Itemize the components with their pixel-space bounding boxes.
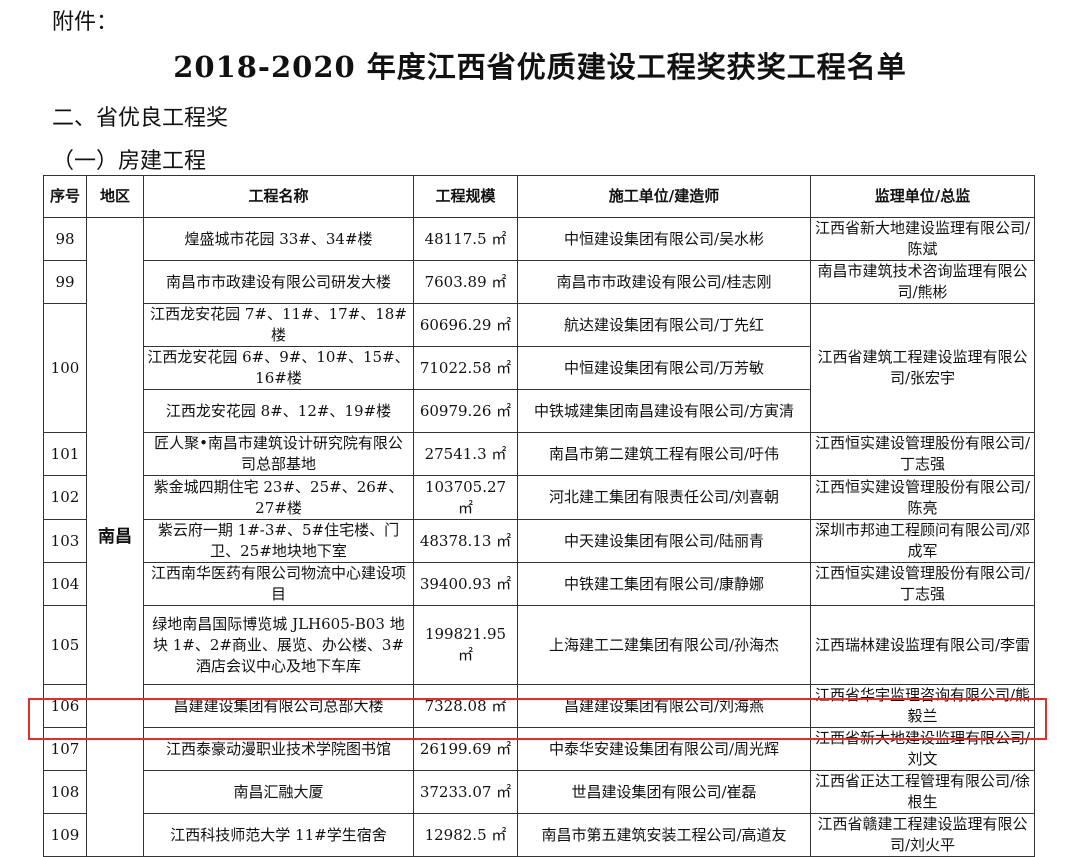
project-name: 江西龙安花园 8#、12#、19#楼 xyxy=(143,389,414,433)
section-heading: 二、省优良工程奖 xyxy=(52,106,229,131)
project-scale: 199821.95 ㎡ xyxy=(413,605,518,685)
supervisor: 江西省华宇监理咨询有限公司/熊毅兰 xyxy=(810,684,1035,728)
header-builder: 施工单位/建造师 xyxy=(517,175,811,218)
project-name: 南昌市市政建设有限公司研发大楼 xyxy=(143,260,414,304)
builder: 中铁城建集团南昌建设有限公司/方寅清 xyxy=(517,389,811,433)
row-number: 105 xyxy=(43,605,87,685)
supervisor: 江西恒实建设管理股份有限公司/陈亮 xyxy=(810,475,1035,520)
builder: 航达建设集团有限公司/丁先红 xyxy=(517,303,811,347)
document-title: 2018-2020 年度江西省优质建设工程奖获奖工程名单 xyxy=(173,50,907,84)
builder: 昌建建设集团有限公司/刘海燕 xyxy=(517,684,811,728)
project-scale: 27541.3 ㎡ xyxy=(413,432,518,476)
supervisor: 江西省新大地建设监理有限公司/陈斌 xyxy=(810,217,1035,261)
project-scale: 39400.93 ㎡ xyxy=(413,562,518,606)
row-number: 102 xyxy=(43,475,87,520)
row-number: 109 xyxy=(43,813,87,857)
project-scale: 37233.07 ㎡ xyxy=(413,770,518,814)
row-number: 106 xyxy=(43,684,87,728)
project-scale: 103705.27 ㎡ xyxy=(413,475,518,520)
project-name: 绿地南昌国际博览城 JLH605-B03 地块 1#、2#商业、展览、办公楼、3… xyxy=(143,605,414,685)
supervisor: 江西恒实建设管理股份有限公司/丁志强 xyxy=(810,432,1035,476)
row-number: 101 xyxy=(43,432,87,476)
project-scale: 48378.13 ㎡ xyxy=(413,519,518,563)
builder: 中天建设集团有限公司/陆丽青 xyxy=(517,519,811,563)
header-scale: 工程规模 xyxy=(413,175,518,218)
header-supervisor: 监理单位/总监 xyxy=(810,175,1035,218)
supervisor: 江西省赣建工程建设监理有限公司/刘火平 xyxy=(810,813,1035,857)
attachment-label: 附件： xyxy=(52,10,119,35)
project-scale: 7603.89 ㎡ xyxy=(413,260,518,304)
project-name: 南昌汇融大厦 xyxy=(143,770,414,814)
supervisor: 江西省建筑工程建设监理有限公司/张宏宇 xyxy=(810,303,1035,433)
row-number: 104 xyxy=(43,562,87,606)
table-row: 105 绿地南昌国际博览城 JLH605-B03 地块 1#、2#商业、展览、办公… xyxy=(43,605,1035,685)
subsection-heading: （一）房建工程 xyxy=(52,149,207,174)
builder: 南昌市第五建筑安装工程公司/高道友 xyxy=(517,813,811,857)
supervisor: 江西恒实建设管理股份有限公司/丁志强 xyxy=(810,562,1035,606)
project-name: 煌盛城市花园 33#、34#楼 xyxy=(143,217,414,261)
row-number: 98 xyxy=(43,217,87,261)
project-scale: 26199.69 ㎡ xyxy=(413,727,518,771)
project-name: 紫金城四期住宅 23#、25#、26#、27#楼 xyxy=(143,475,414,520)
builder: 中铁建工集团有限公司/康静娜 xyxy=(517,562,811,606)
supervisor: 江西省新大地建设监理有限公司/刘文 xyxy=(810,727,1035,771)
project-scale: 60979.26 ㎡ xyxy=(413,389,518,433)
row-number: 103 xyxy=(43,519,87,563)
builder: 中恒建设集团有限公司/万芳敏 xyxy=(517,346,811,390)
builder: 河北建工集团有限责任公司/刘喜朝 xyxy=(517,475,811,520)
builder: 南昌市市政建设有限公司/桂志刚 xyxy=(517,260,811,304)
row-number: 107 xyxy=(43,727,87,771)
builder: 世昌建设集团有限公司/崔磊 xyxy=(517,770,811,814)
builder: 中泰华安建设集团有限公司/周光辉 xyxy=(517,727,811,771)
project-scale: 48117.5 ㎡ xyxy=(413,217,518,261)
project-name: 江西龙安花园 7#、11#、17#、18#楼 xyxy=(143,303,414,347)
project-scale: 7328.08 ㎡ xyxy=(413,684,518,728)
row-number: 99 xyxy=(43,260,87,304)
award-table: 序号 地区 工程名称 工程规模 施工单位/建造师 监理单位/总监 98 南昌 煌盛城… xyxy=(43,175,1035,857)
header-no: 序号 xyxy=(43,175,87,218)
project-name: 匠人聚•南昌市建筑设计研究院有限公司总部基地 xyxy=(143,432,414,476)
builder: 南昌市第二建筑工程有限公司/吁伟 xyxy=(517,432,811,476)
project-scale: 12982.5 ㎡ xyxy=(413,813,518,857)
supervisor: 深圳市邦迪工程顾问有限公司/邓成军 xyxy=(810,519,1035,563)
project-scale: 71022.58 ㎡ xyxy=(413,346,518,390)
project-name: 昌建建设集团有限公司总部大楼 xyxy=(143,684,414,728)
builder: 中恒建设集团有限公司/吴水彬 xyxy=(517,217,811,261)
project-name: 紫云府一期 1#-3#、5#住宅楼、门卫、25#地块地下室 xyxy=(143,519,414,563)
supervisor: 江西省正达工程管理有限公司/徐根生 xyxy=(810,770,1035,814)
builder: 上海建工二建集团有限公司/孙海杰 xyxy=(517,605,811,685)
row-number: 108 xyxy=(43,770,87,814)
project-name: 江西泰豪动漫职业技术学院图书馆 xyxy=(143,727,414,771)
project-scale: 60696.29 ㎡ xyxy=(413,303,518,347)
supervisor: 南昌市建筑技术咨询监理有限公司/熊彬 xyxy=(810,260,1035,304)
region-cell: 南昌 xyxy=(86,217,144,857)
project-name: 江西南华医药有限公司物流中心建设项目 xyxy=(143,562,414,606)
table-row: 103 紫云府一期 1#-3#、5#住宅楼、门卫、25#地块地下室 48378.13… xyxy=(43,519,1035,563)
header-region: 地区 xyxy=(86,175,144,218)
row-number: 100 xyxy=(43,303,87,433)
project-name: 江西科技师范大学 11#学生宿舍 xyxy=(143,813,414,857)
table-header-row: 序号 地区 工程名称 工程规模 施工单位/建造师 监理单位/总监 xyxy=(43,175,1035,218)
supervisor: 江西瑞林建设监理有限公司/李雷 xyxy=(810,605,1035,685)
header-name: 工程名称 xyxy=(143,175,414,218)
project-name: 江西龙安花园 6#、9#、10#、15#、16#楼 xyxy=(143,346,414,390)
